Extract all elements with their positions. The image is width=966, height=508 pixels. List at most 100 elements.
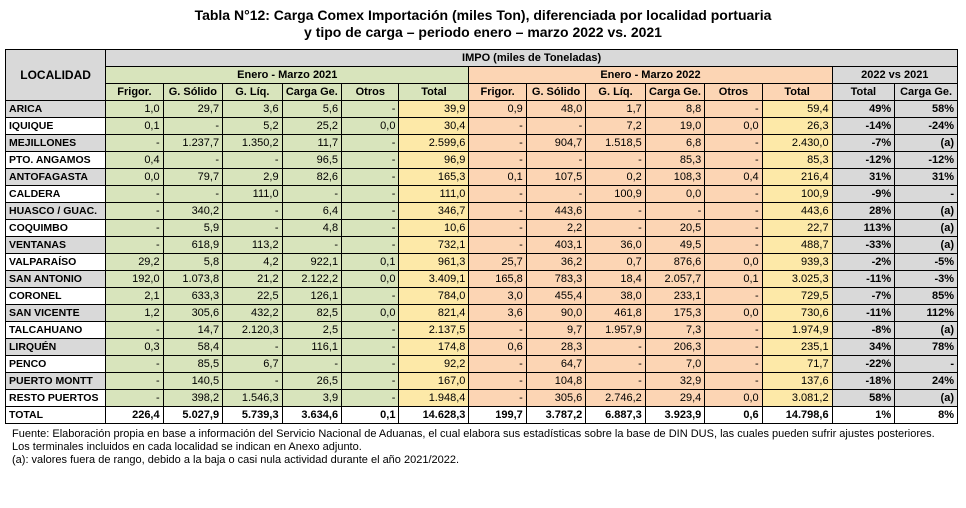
value-2021-cell: 226,4 [105,406,164,424]
comparison-cell: -18% [831,372,896,390]
value-2022-cell: - [468,355,527,373]
value-2021-cell: 2,5 [281,321,343,339]
value-2022-cell: 3.923,9 [644,406,706,424]
value-2022-cell: - [585,202,646,220]
value-2022-cell: 100,9 [585,185,646,203]
comparison-cell: -11% [831,304,896,322]
value-2021-cell: 85,5 [162,355,224,373]
value-2021-cell: 126,1 [281,287,343,305]
note-out-of-range: (a): valores fuera de rango, debido a la… [12,454,460,466]
comparison-cell: 31% [831,168,896,186]
col-header-comparison: Total [831,83,896,101]
value-2021-cell: 2,9 [222,168,283,186]
value-2022-cell: - [704,321,763,339]
col-header-2022: Otros [704,83,763,101]
comparison-cell: -14% [831,117,896,135]
table-row: CORONEL 2,1 633,3 22,5 126,1-784,0 3,0 455,4 38… [4,287,958,305]
value-2022-cell: - [585,372,646,390]
value-2021-cell: - [341,168,400,186]
value-2021-cell: 140,5 [162,372,224,390]
comparison-cell: - [894,185,958,203]
value-2021-cell: 111,0 [222,185,283,203]
value-2021-cell: 4,2 [222,253,283,271]
comparison-cell: -7% [831,287,896,305]
value-2022-cell: 107,5 [525,168,587,186]
value-2022-cell: - [704,134,763,152]
value-2021-cell: - [105,185,164,203]
value-2022-cell: 783,3 [525,270,587,288]
localidad-cell: CORONEL [4,287,107,305]
comparison-cell: -12% [831,151,896,169]
value-2021-cell: 11,7 [281,134,343,152]
comparison-cell: 31% [894,168,958,186]
header-period-2021: Enero - Marzo 2021 [105,66,470,84]
comparison-cell: 24% [894,372,958,390]
comparison-cell: (a) [894,236,958,254]
comparison-cell: 112% [894,304,958,322]
value-2022-cell: 1.974,9 [761,321,833,339]
col-header-2021: Otros [341,83,400,101]
value-2021-cell: 1,0 [105,100,164,118]
col-header-2022: G. Sólido [525,83,587,101]
value-2022-cell: 49,5 [644,236,706,254]
value-2021-cell: 305,6 [162,304,224,322]
value-2021-cell: 1.948,4 [398,389,470,407]
value-2021-cell: 0,1 [105,117,164,135]
localidad-cell: PENCO [4,355,107,373]
value-2022-cell: 0,0 [704,389,763,407]
value-2022-cell: 0,7 [585,253,646,271]
value-2021-cell: - [105,355,164,373]
value-2022-cell: 59,4 [761,100,833,118]
value-2022-cell: 71,7 [761,355,833,373]
value-2021-cell: 1.237,7 [162,134,224,152]
value-2022-cell: 38,0 [585,287,646,305]
value-2022-cell: 7,0 [644,355,706,373]
table-row: IQUIQUE 0,1-5,2 25,2 0,0 30,4- -7,2 19,0 0,0 26,… [4,117,958,135]
col-header-2022: Carga Ge. [644,83,706,101]
value-2021-cell: 0,3 [105,338,164,356]
comparison-cell: (a) [894,202,958,220]
value-2022-cell: 3.025,3 [761,270,833,288]
table-row: RESTO PUERTOS -398,2 1.546,3 3,9-1.948,4-30… [4,389,958,407]
value-2022-cell: 29,4 [644,389,706,407]
value-2022-cell: 48,0 [525,100,587,118]
footnotes: Fuente: Elaboración propia en base a inf… [12,428,957,467]
comparison-cell: -22% [831,355,896,373]
value-2021-cell: 4,8 [281,219,343,237]
comparison-cell: -7% [831,134,896,152]
header-period-2022: Enero - Marzo 2022 [468,66,833,84]
table-body: ARICA 1,0 29,7 3,6 5,6-39,9 0,9 48,0 1,7 8,8-59,… [4,100,958,424]
value-2022-cell: - [468,372,527,390]
value-2022-cell: 32,9 [644,372,706,390]
localidad-cell: PUERTO MONTT [4,372,107,390]
value-2021-cell: 1.350,2 [222,134,283,152]
value-2022-cell: 25,7 [468,253,527,271]
value-2022-cell: 19,0 [644,117,706,135]
comparison-cell: -8% [831,321,896,339]
localidad-cell: CALDERA [4,185,107,203]
value-2022-cell: - [468,389,527,407]
value-2021-cell: 113,2 [222,236,283,254]
value-2022-cell: - [468,134,527,152]
value-2021-cell: 2.122,2 [281,270,343,288]
value-2021-cell: 192,0 [105,270,164,288]
comparison-cell: 113% [831,219,896,237]
col-header-2021: Frigor. [105,83,164,101]
value-2022-cell: - [704,287,763,305]
value-2022-cell: 488,7 [761,236,833,254]
value-2021-cell: 5.739,3 [222,406,283,424]
value-2021-cell: 14,7 [162,321,224,339]
value-2021-cell: - [222,151,283,169]
value-2021-cell: 5,6 [281,100,343,118]
value-2021-cell: 82,5 [281,304,343,322]
value-2021-cell: - [281,355,343,373]
value-2022-cell: 3.787,2 [525,406,587,424]
value-2022-cell: 455,4 [525,287,587,305]
comparison-cell: 58% [894,100,958,118]
table-row: VENTANAS -618,9 113,2- -732,1-403,1 36,0 49,5… [4,236,958,254]
col-header-2021: Carga Ge. [281,83,343,101]
value-2021-cell: 116,1 [281,338,343,356]
value-2021-cell: 14.628,3 [398,406,470,424]
value-2021-cell: 96,5 [281,151,343,169]
localidad-cell: COQUIMBO [4,219,107,237]
